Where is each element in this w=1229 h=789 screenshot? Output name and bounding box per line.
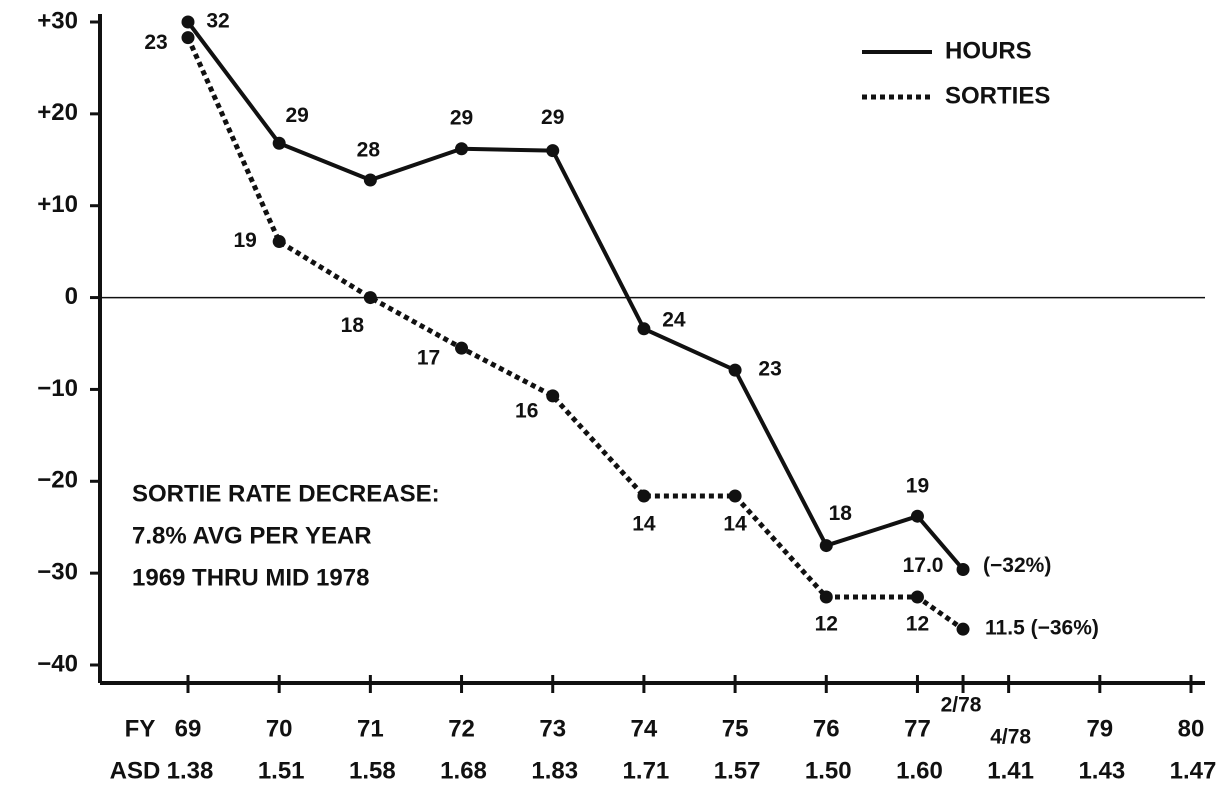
x-tick-label: 4/78 [990, 726, 1031, 749]
x-tick-label: 79 [1086, 715, 1113, 742]
point [455, 341, 469, 355]
x-tick-label: 73 [539, 715, 566, 742]
series-line [186, 20, 965, 571]
series-line [185, 36, 965, 632]
y-tick-label: −20 [37, 467, 78, 494]
point-label: 16 [515, 399, 538, 422]
point-label: 29 [450, 106, 473, 129]
point [546, 144, 560, 158]
annotation-line: 7.8% AVG PER YEAR [132, 522, 372, 549]
point [363, 291, 377, 305]
point [910, 509, 924, 523]
legend-label: SORTIES [945, 82, 1050, 109]
point-label: 32 [206, 10, 229, 33]
x-tick-label: 74 [631, 715, 658, 742]
point-label: 23 [758, 358, 781, 381]
point-label: 28 [357, 139, 381, 162]
x-tick-label: 72 [448, 715, 475, 742]
point [272, 136, 286, 150]
asd-label: 1.51 [258, 757, 305, 784]
point [728, 363, 742, 377]
point-label: 14 [723, 513, 747, 536]
point [819, 590, 833, 604]
y-tick-label: +10 [37, 191, 78, 218]
x-tick-label: 70 [266, 715, 293, 742]
point-label: 19 [234, 229, 257, 252]
asd-label: 1.57 [714, 757, 761, 784]
point [637, 489, 651, 503]
asd-label: 1.50 [805, 757, 852, 784]
asd-label: 1.71 [623, 757, 670, 784]
point-label: 19 [906, 475, 929, 498]
y-tick-label: −40 [37, 650, 78, 677]
point [910, 590, 924, 604]
x-tick-label: 77 [904, 715, 931, 742]
point-label: 12 [906, 613, 929, 636]
end-label: (−32%) [983, 554, 1051, 577]
asd-label: 1.41 [987, 757, 1034, 784]
asd-label: 1.58 [349, 757, 396, 784]
y-tick-label: +20 [37, 99, 78, 126]
point [546, 389, 560, 403]
point-label: 12 [815, 613, 838, 636]
legend-label: HOURS [945, 37, 1032, 64]
point [956, 562, 970, 576]
point [956, 622, 970, 636]
point [819, 539, 833, 553]
annotation-line: 1969 THRU MID 1978 [132, 564, 369, 591]
x-row-label: FY [125, 715, 156, 742]
point [272, 235, 286, 249]
y-tick-label: −10 [37, 375, 78, 402]
asd-label: 1.47 [1170, 757, 1217, 784]
point-label: 23 [144, 31, 167, 54]
point-label: 18 [829, 502, 853, 525]
x-tick-label: 2/78 [941, 694, 982, 717]
asd-label: 1.68 [440, 757, 487, 784]
point-label: 17 [417, 347, 440, 370]
point-label: 17.0 [903, 554, 944, 577]
x-tick-label: 69 [175, 715, 202, 742]
y-tick-label: 0 [65, 283, 78, 310]
point-label: 14 [632, 513, 656, 536]
point-label: 29 [541, 106, 564, 129]
point [181, 31, 195, 45]
x-tick-label: 71 [357, 715, 384, 742]
point-label: 24 [662, 308, 686, 331]
x-tick-label: 76 [813, 715, 840, 742]
x-tick-label: 75 [722, 715, 749, 742]
y-tick-label: +30 [37, 7, 78, 34]
asd-row-label: ASD [110, 757, 161, 784]
point-label: 11.5 (−36%) [985, 617, 1099, 640]
point [728, 489, 742, 503]
x-tick-label: 80 [1178, 715, 1205, 742]
point [455, 142, 469, 156]
y-tick-label: −30 [37, 558, 78, 585]
asd-label: 1.60 [896, 757, 943, 784]
annotation-line: SORTIE RATE DECREASE: [132, 480, 440, 507]
asd-label: 1.38 [167, 757, 214, 784]
point-label: 29 [286, 104, 309, 127]
asd-label: 1.43 [1078, 757, 1125, 784]
point [363, 173, 377, 187]
asd-label: 1.83 [531, 757, 578, 784]
point [181, 15, 195, 29]
point-label: 18 [341, 314, 365, 337]
point [637, 322, 651, 336]
